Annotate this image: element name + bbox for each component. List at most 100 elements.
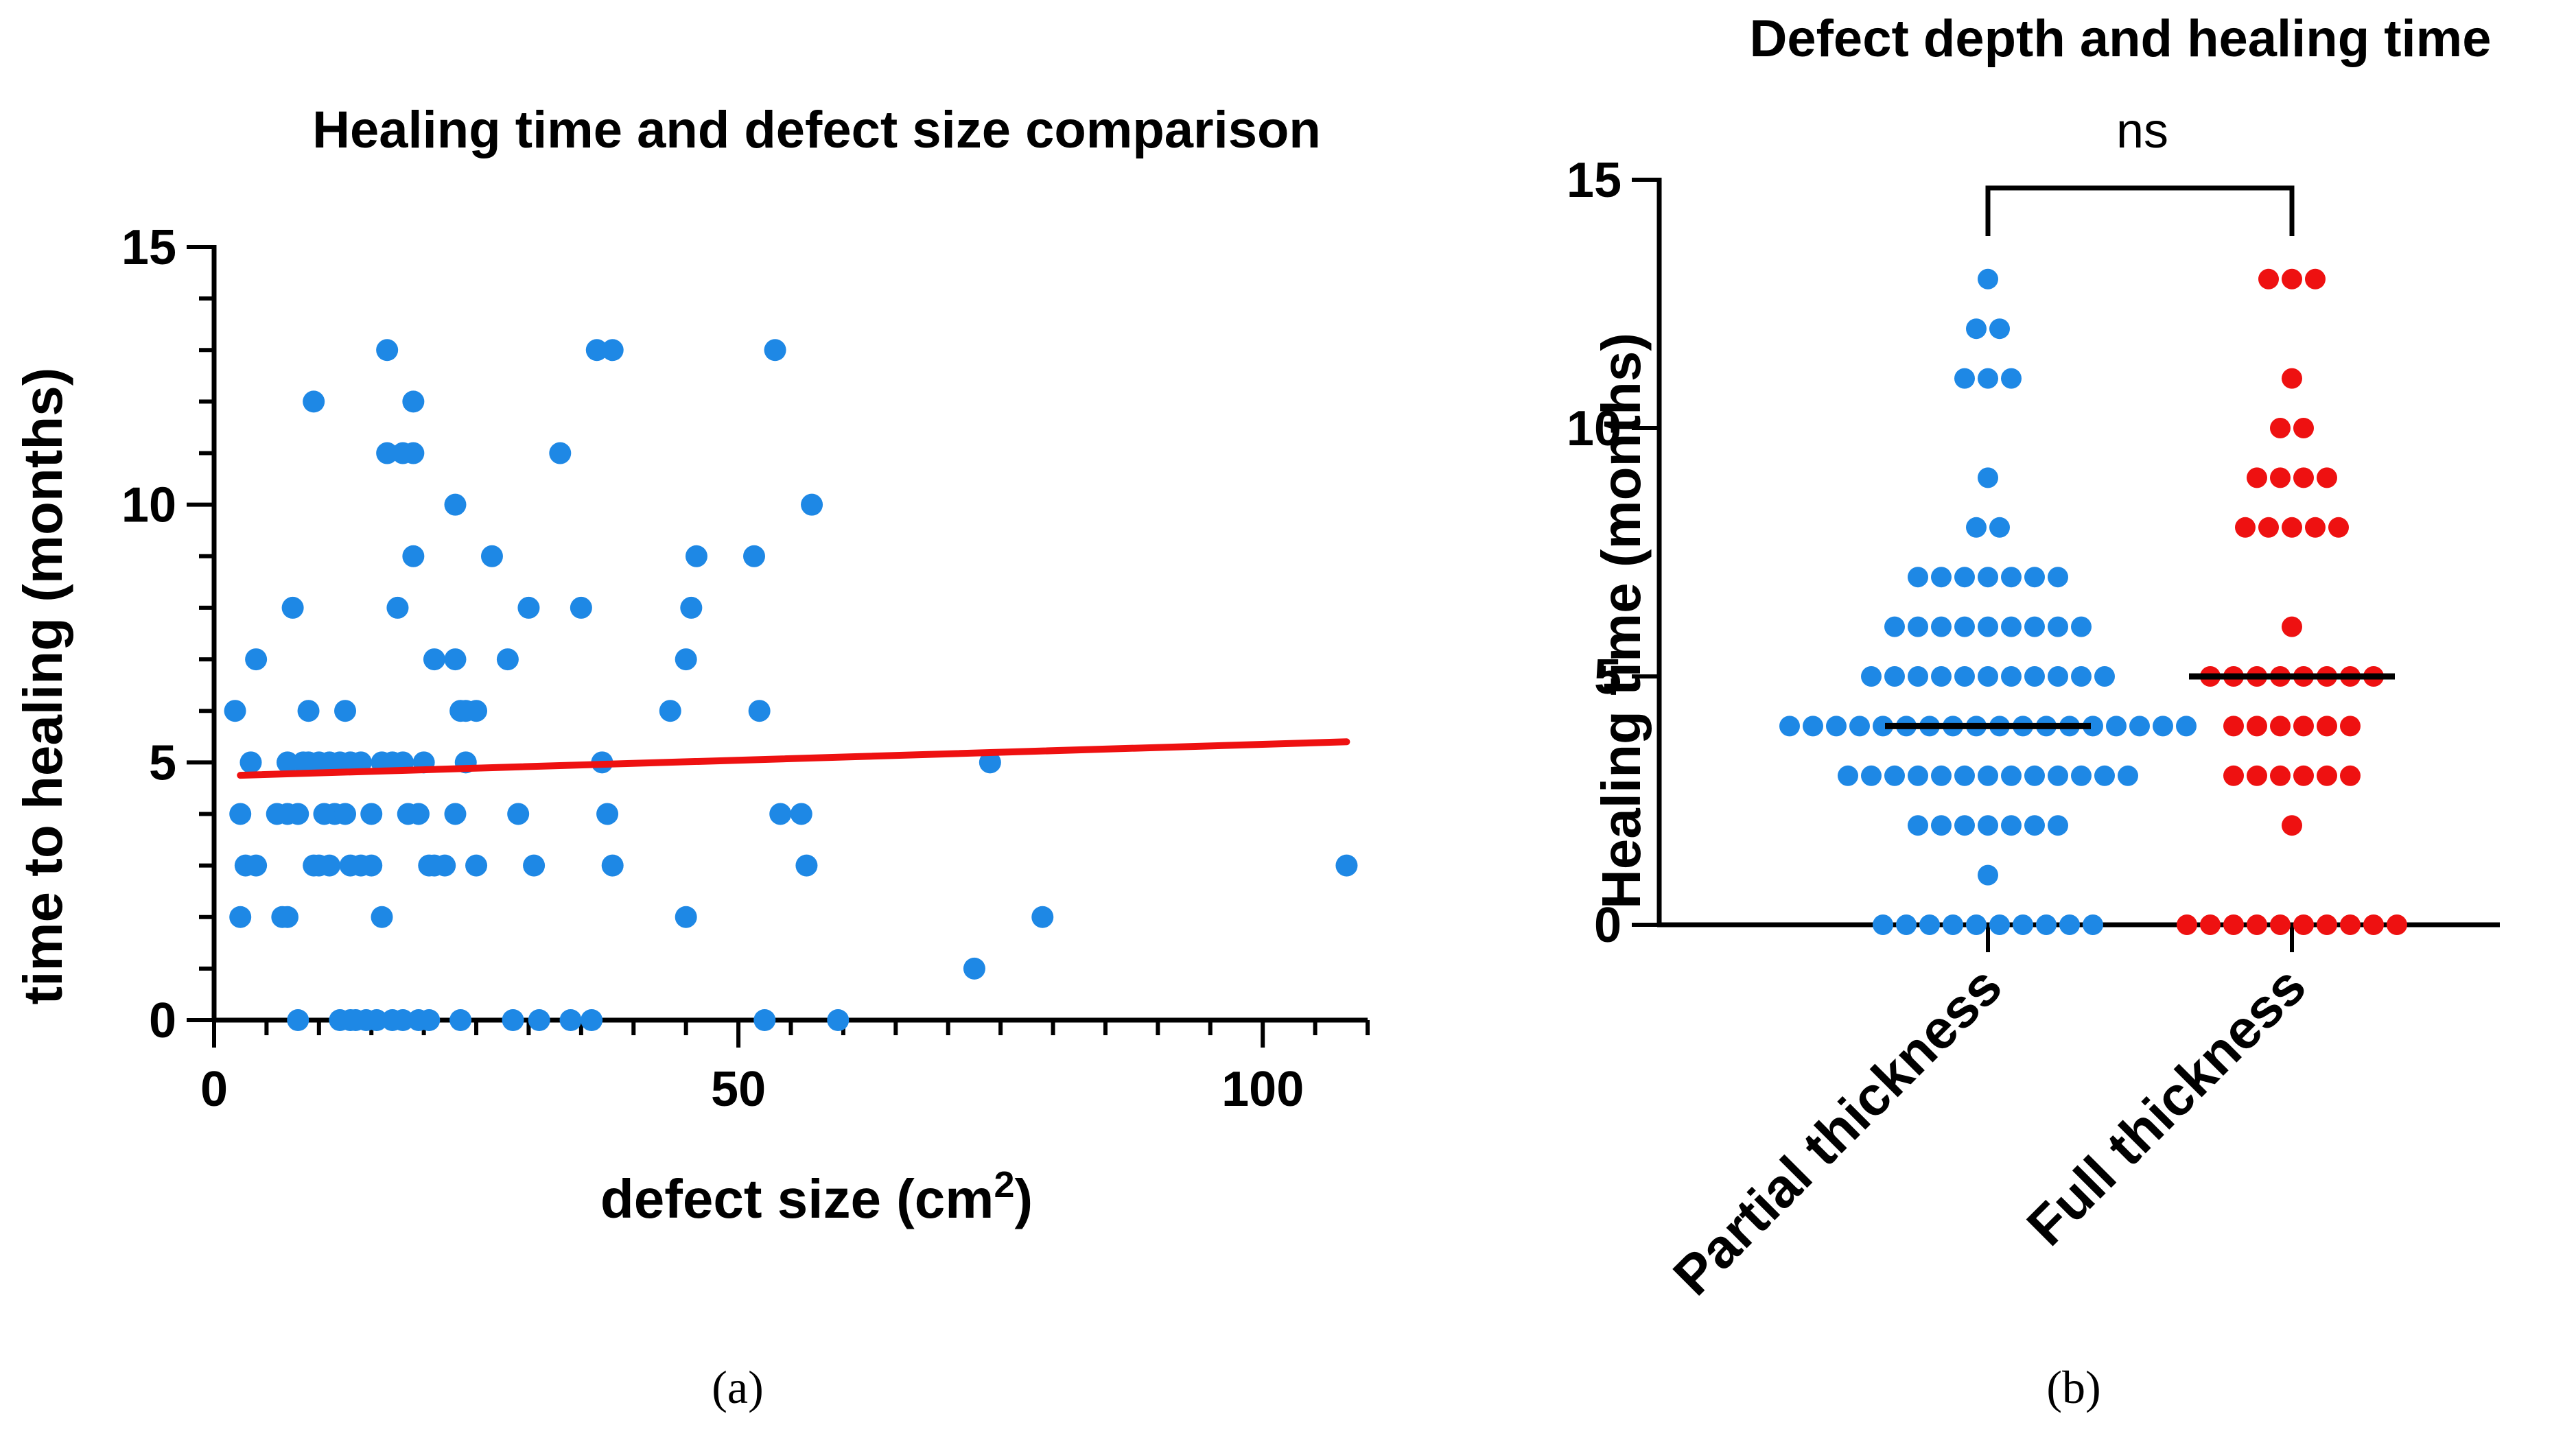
chart-b-point: [1873, 716, 1893, 737]
chart-a-point: [386, 596, 409, 619]
chart-b-point: [1919, 914, 1940, 935]
chart-b-point: [2247, 914, 2267, 935]
chart-a-point: [229, 803, 252, 825]
chart-b-point: [2048, 815, 2068, 836]
chart-b-point: [2282, 616, 2302, 637]
chart-b-point: [1978, 765, 1998, 786]
chart-a-title: Healing time and defect size comparison: [312, 101, 1321, 159]
chart-b-point: [2270, 716, 2291, 737]
chart-a-point: [795, 854, 818, 877]
chart-a-point: [402, 390, 425, 413]
chart-b-point: [2223, 914, 2244, 935]
chart-a-point: [281, 596, 304, 619]
chart-a-point: [743, 545, 766, 567]
chart-b-point: [2317, 467, 2337, 488]
chart-a-y-tick-label: 15: [121, 220, 176, 275]
chart-b-point: [1896, 914, 1917, 935]
chart-b-point: [2270, 467, 2291, 488]
chart-b-point: [2282, 268, 2302, 290]
chart-b-point: [1908, 666, 1928, 687]
chart-b-point: [2024, 815, 2045, 836]
chart-a-point: [827, 1009, 850, 1031]
chart-a-point: [245, 648, 268, 671]
chart-a-point: [334, 803, 357, 825]
chart-a-x-axis-label: defect size (cm2): [600, 1164, 1033, 1229]
chart-b-point: [2048, 567, 2068, 588]
chart-a-x-ticks: 0 50 100: [200, 1020, 1370, 1117]
chart-a-point: [480, 545, 503, 567]
chart-a-x-tick-label: 100: [1221, 1062, 1304, 1117]
chart-b-point: [2094, 666, 2115, 687]
chart-a: Healing time and defect size comparison …: [12, 101, 1370, 1413]
chart-a-point: [680, 596, 703, 619]
chart-a-point: [570, 596, 592, 619]
chart-b-point: [1978, 815, 1998, 836]
chart-a-point: [465, 700, 488, 722]
chart-a-point: [360, 803, 383, 825]
significance-bracket: [1985, 185, 2295, 236]
chart-b-point: [1989, 914, 2010, 935]
chart-a-point: [465, 854, 488, 877]
chart-a-points: [224, 339, 1358, 1031]
chart-b-point: [1978, 864, 1998, 886]
chart-a-point: [287, 1009, 309, 1031]
chart-b-point: [1978, 666, 1998, 687]
chart-a-point: [245, 854, 268, 877]
chart-b-point: [1861, 765, 1882, 786]
chart-b-point: [2083, 914, 2103, 935]
chart-b-point: [2001, 815, 2022, 836]
chart-a-point: [287, 803, 309, 825]
chart-a-point: [523, 854, 546, 877]
chart-b-point: [1908, 815, 1928, 836]
chart-b-point: [2001, 765, 2022, 786]
chart-b-point: [1978, 616, 1998, 637]
chart-a-point: [675, 648, 697, 671]
chart-b-point: [2293, 765, 2314, 786]
chart-a-point: [423, 648, 445, 671]
chart-b-point: [1954, 765, 1975, 786]
chart-b-point: [2317, 914, 2337, 935]
chart-b-point: [2258, 517, 2279, 538]
chart-b-point: [2282, 368, 2302, 389]
chart-b-point: [2247, 716, 2267, 737]
chart-a-point: [276, 751, 298, 774]
chart-b-point: [1943, 914, 1963, 935]
chart-a-point: [449, 1009, 472, 1031]
chart-b-y-tick-label: 15: [1567, 153, 1621, 208]
chart-b-point: [2048, 666, 2068, 687]
chart-b-point: [2317, 716, 2337, 737]
chart-b-point: [2282, 517, 2302, 538]
chart-b-point: [2129, 716, 2150, 737]
chart-a-point: [434, 854, 456, 877]
chart-a-point: [276, 906, 298, 928]
chart-b-point: [1826, 716, 1847, 737]
chart-b-point: [1989, 517, 2010, 538]
chart-a-point: [502, 1009, 524, 1031]
chart-b-point: [1966, 517, 1987, 538]
chart-b-y-ticks: 0 5 10 15: [1567, 153, 1659, 953]
chart-a-x-axis-label-main: defect size (cm: [600, 1168, 994, 1229]
chart-b-point: [1989, 318, 2010, 340]
chart-b-point: [1931, 815, 1952, 836]
chart-a-point: [496, 648, 519, 671]
chart-a-point: [239, 751, 262, 774]
chart-b-point: [1954, 368, 1975, 389]
chart-b-title: Defect depth and healing time: [1749, 10, 2491, 68]
chart-b-point: [2258, 268, 2279, 290]
chart-b-point: [1908, 765, 1928, 786]
chart-b-point: [2293, 716, 2314, 737]
chart-b-point: [2013, 914, 2033, 935]
chart-b-point: [2235, 517, 2256, 538]
chart-b-point: [1978, 368, 1998, 389]
chart-b-point: [2247, 765, 2267, 786]
chart-a-point: [581, 1009, 603, 1031]
chart-b-point: [1861, 666, 1882, 687]
chart-a-y-ticks: 0 5 10 15: [121, 220, 214, 1048]
chart-a-point: [528, 1009, 550, 1031]
chart-b-point: [1931, 567, 1952, 588]
chart-a-point: [963, 957, 985, 980]
chart-b-points: [1779, 268, 2407, 935]
chart-a-y-tick-label: 10: [121, 478, 176, 533]
chart-a-point: [349, 751, 372, 774]
chart-b-y-tick-label: 5: [1594, 650, 1621, 705]
